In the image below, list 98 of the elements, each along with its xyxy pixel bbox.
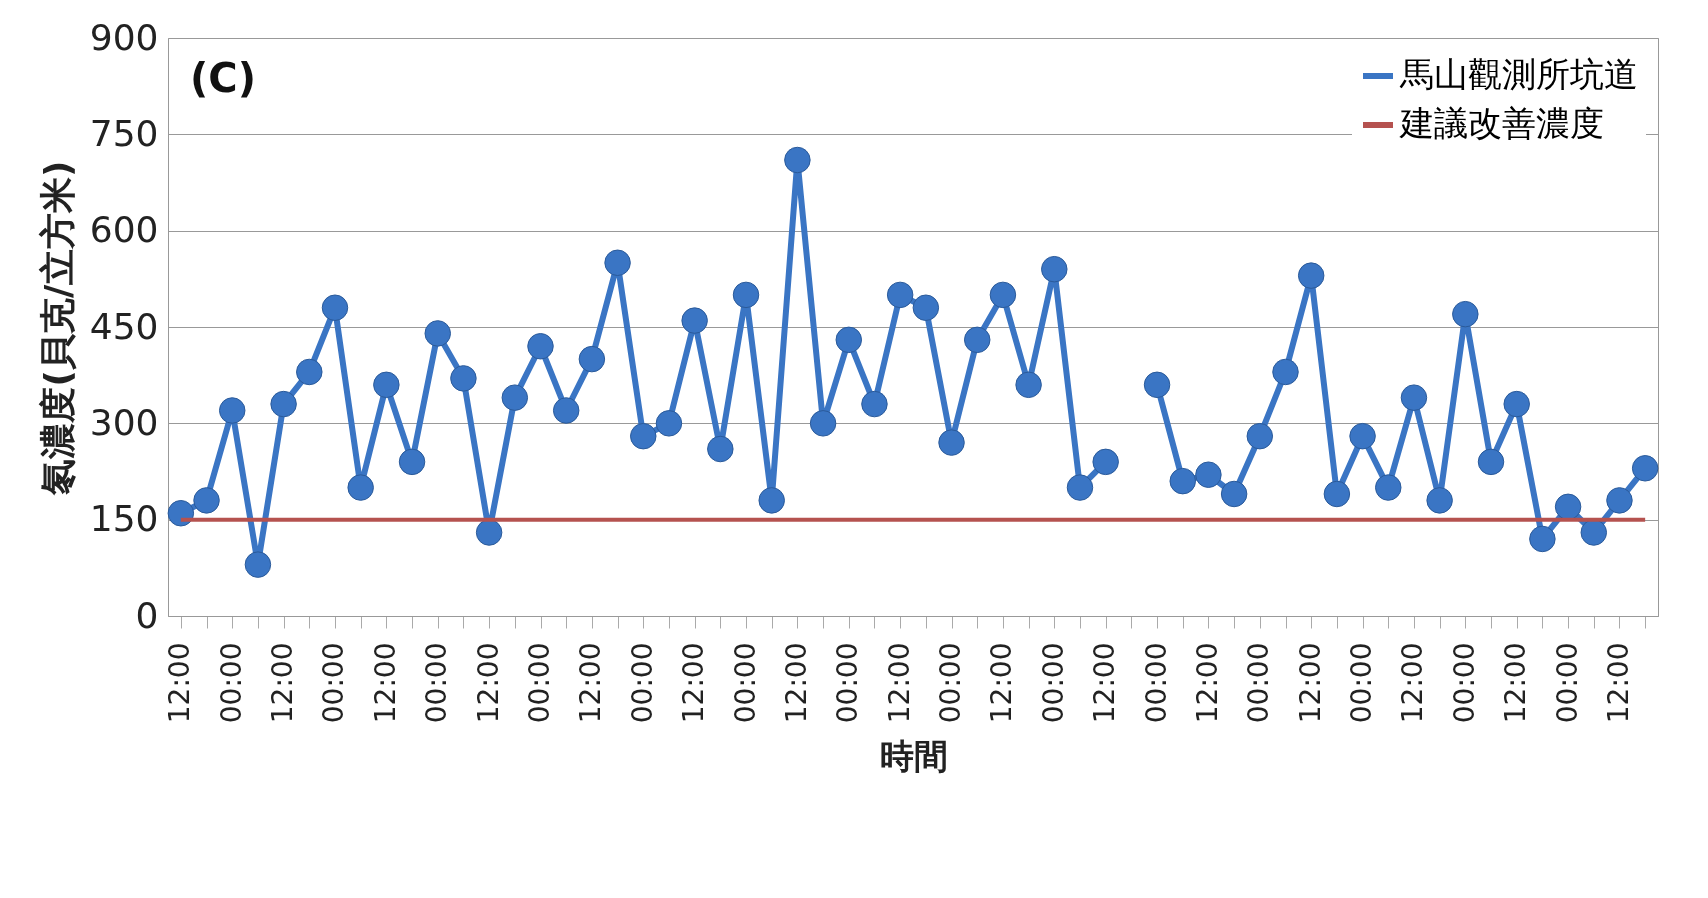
point — [552, 397, 580, 424]
x-tick-label: 12:00 — [368, 642, 402, 724]
point — [1375, 474, 1402, 501]
point — [1246, 422, 1274, 450]
point — [1092, 448, 1119, 476]
point — [450, 365, 477, 392]
point — [681, 307, 708, 334]
point — [758, 487, 785, 514]
point — [244, 551, 272, 578]
x-tick-label: 12:00 — [471, 642, 505, 724]
point — [296, 358, 323, 386]
y-tick-label: 0 — [135, 594, 159, 636]
point — [938, 429, 965, 456]
point — [1349, 422, 1376, 450]
point — [1169, 467, 1196, 495]
point — [1220, 480, 1248, 508]
x-tick-label: 12:00 — [1396, 642, 1430, 724]
point — [398, 448, 426, 476]
point — [1631, 455, 1659, 482]
x-tick-label: 00:00 — [831, 642, 865, 724]
point — [475, 519, 503, 546]
x-tick-label: 12:00 — [1088, 642, 1122, 724]
point — [861, 390, 888, 418]
x-tick-label: 00:00 — [1139, 642, 1173, 724]
point — [424, 320, 451, 347]
point — [1272, 358, 1299, 386]
point — [578, 345, 606, 373]
x-tick-label: 00:00 — [317, 642, 351, 724]
y-tick-label: 750 — [89, 112, 159, 154]
point — [1066, 474, 1094, 501]
legend-label: 建議改善濃度 — [1399, 103, 1604, 143]
x-tick-label: 00:00 — [1550, 642, 1584, 724]
x-tick-label: 12:00 — [266, 642, 300, 724]
point — [912, 294, 940, 321]
x-tick-label: 12:00 — [1293, 642, 1327, 724]
point — [1400, 384, 1428, 411]
point — [707, 435, 734, 463]
point — [347, 474, 374, 501]
x-axis-title: 時間 — [879, 736, 948, 777]
y-tick-label: 600 — [89, 209, 159, 251]
point — [1503, 390, 1530, 418]
x-tick-label: 00:00 — [1345, 642, 1379, 724]
x-tick-label: 12:00 — [882, 642, 916, 724]
x-tick-label: 12:00 — [779, 642, 813, 724]
point — [218, 397, 246, 424]
point — [270, 390, 297, 418]
point — [1041, 255, 1068, 283]
x-tick-label: 12:00 — [1499, 642, 1533, 724]
point — [193, 487, 220, 514]
point — [1580, 519, 1608, 546]
point — [321, 294, 349, 321]
point — [835, 326, 863, 354]
point — [1529, 525, 1556, 553]
legend-label: 馬山觀測所坑道 — [1399, 54, 1638, 94]
point — [1426, 487, 1453, 514]
x-tick-label: 00:00 — [214, 642, 248, 724]
point — [373, 371, 400, 399]
point — [1452, 300, 1479, 328]
point — [1554, 493, 1582, 521]
y-tick-label: 150 — [89, 498, 159, 540]
point — [604, 249, 631, 276]
y-axis-title: 氡濃度(貝克/立方米) — [36, 160, 78, 496]
point — [784, 146, 811, 174]
point — [1477, 448, 1505, 476]
point — [1323, 480, 1351, 508]
x-tick-label: 00:00 — [420, 642, 454, 724]
x-tick-label: 00:00 — [728, 642, 762, 724]
point — [655, 410, 683, 437]
annotation: (C) — [190, 55, 256, 101]
y-tick-label: 900 — [89, 16, 159, 58]
point — [167, 500, 195, 527]
x-tick-label: 12:00 — [1601, 642, 1635, 724]
x-tick-label: 00:00 — [1447, 642, 1481, 724]
x-tick-label: 12:00 — [677, 642, 711, 724]
point — [1606, 487, 1633, 514]
x-tick-label: 12:00 — [1190, 642, 1224, 724]
x-tick-label: 00:00 — [934, 642, 968, 724]
x-tick-label: 12:00 — [574, 642, 608, 724]
x-tick-label: 12:00 — [985, 642, 1019, 724]
y-tick-label: 300 — [89, 401, 159, 443]
point — [809, 410, 837, 437]
point — [1297, 262, 1325, 289]
point — [630, 422, 657, 450]
x-tick-label: 00:00 — [1242, 642, 1276, 724]
point — [989, 281, 1017, 309]
x-tick-label: 00:00 — [523, 642, 556, 724]
x-tick-label: 12:00 — [163, 642, 197, 724]
point — [963, 326, 991, 354]
point — [1195, 461, 1222, 488]
y-tick-label: 450 — [89, 305, 159, 347]
point — [732, 281, 760, 309]
point — [886, 281, 914, 309]
point — [501, 384, 529, 411]
x-tick-label: 00:00 — [1036, 642, 1070, 724]
x-tick-label: 00:00 — [625, 642, 659, 724]
point — [527, 333, 554, 360]
point — [1015, 371, 1042, 399]
point — [1143, 371, 1171, 399]
